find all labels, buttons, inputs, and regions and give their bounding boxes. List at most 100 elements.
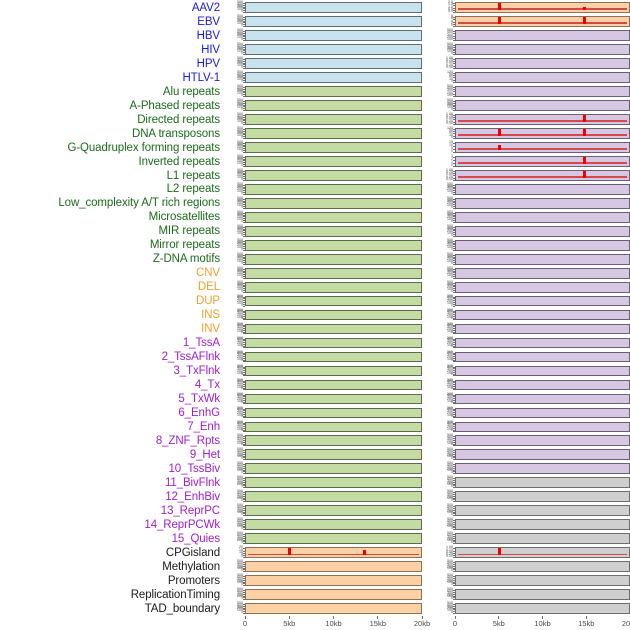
y-tick-mark — [243, 315, 245, 317]
track-label-column: AAV2 EBV HBV HIV HPV HTLV-1 Alu repeats A-Phase… — [0, 0, 222, 616]
y-tick-mark — [243, 296, 245, 298]
y-tick-mark — [243, 396, 245, 398]
y-tick-label: 1.00 — [446, 167, 453, 172]
y-tick-mark — [453, 471, 455, 473]
y-tick-mark — [453, 522, 455, 524]
y-tick-label: 300 — [237, 241, 243, 246]
y-tick-mark — [453, 35, 455, 37]
y-tick-mark — [243, 481, 245, 483]
track-baseline — [248, 553, 419, 556]
y-tick-label: 400 — [237, 337, 243, 342]
y-tick-mark — [453, 611, 455, 613]
y-tick-mark — [243, 466, 245, 468]
y-tick-mark — [453, 270, 455, 272]
track-right-a-phased-repeats — [455, 100, 630, 111]
y-tick-label: 300 — [237, 520, 243, 525]
y-tick-label: 300 — [447, 492, 453, 497]
y-tick-label: 500 — [237, 42, 243, 47]
y-tick-label: 200 — [237, 382, 243, 387]
y-tick-label: 500 — [237, 112, 243, 117]
y-tick-label: 300 — [237, 492, 243, 497]
y-tick-label: 300 — [237, 339, 243, 344]
y-tick-mark — [243, 529, 245, 531]
y-tick-label: 500 — [447, 489, 453, 494]
y-tick-mark — [453, 207, 455, 209]
y-tick-mark — [453, 595, 455, 597]
y-tick-mark — [453, 499, 455, 501]
y-tick-mark — [243, 371, 245, 373]
y-tick-label: 0 — [451, 316, 453, 321]
y-tick-mark — [243, 165, 245, 167]
y-tick-mark — [453, 453, 455, 455]
y-tick-label: 200 — [237, 424, 243, 429]
y-tick-label: 400 — [447, 602, 453, 607]
y-tick-mark — [243, 298, 245, 300]
y-tick-mark — [243, 230, 245, 232]
y-tick-label: 0 — [241, 358, 243, 363]
track-right-mirror-repeats — [455, 239, 630, 251]
track-baseline — [458, 176, 627, 178]
track-left-14-reprpcwk — [245, 519, 422, 531]
y-tick-mark — [453, 131, 455, 133]
y-tick-mark — [453, 298, 455, 300]
y-tick-mark — [243, 6, 245, 8]
y-tick-label: 0.00 — [446, 176, 453, 181]
y-tick-mark — [243, 370, 245, 372]
y-tick-mark — [243, 240, 245, 242]
track-left-aav2 — [245, 2, 422, 13]
y-tick-label: 200 — [447, 536, 453, 541]
y-tick-mark — [453, 230, 455, 232]
y-tick-mark — [243, 244, 245, 246]
y-tick-label: 0 — [451, 372, 453, 377]
y-tick-mark — [243, 385, 245, 387]
y-tick-mark — [453, 527, 455, 529]
y-tick-mark — [453, 497, 455, 499]
y-tick-label: 500 — [447, 335, 453, 340]
y-tick-mark — [243, 401, 245, 403]
track-left-hbv — [245, 30, 422, 41]
data-spike — [497, 3, 501, 10]
y-tick-mark — [453, 324, 455, 326]
y-tick-label: 500 — [447, 587, 453, 592]
y-tick-label: 0 — [241, 288, 243, 293]
y-tick-label: 1.00 — [446, 112, 453, 117]
y-tick-mark — [453, 200, 455, 202]
x-tick-label: 15kb — [369, 619, 386, 628]
y-tick-label: 100 — [447, 356, 453, 361]
track-label-dna-transposons: DNA transposons — [132, 127, 220, 140]
y-tick-label: 200 — [447, 522, 453, 527]
track-right-6-enhg — [455, 407, 630, 419]
track-label-inverted-repeats: Inverted repeats — [138, 155, 220, 168]
y-tick-mark — [453, 190, 455, 192]
y-tick-label: 400 — [447, 197, 453, 202]
y-tick-mark — [243, 274, 245, 276]
y-tick-mark — [453, 263, 455, 265]
y-tick-label: 300 — [237, 395, 243, 400]
y-tick-label: 200 — [447, 452, 453, 457]
y-tick-mark — [453, 73, 455, 75]
track-right-1-tssa — [455, 337, 630, 349]
y-tick-label: 1.5 — [448, 2, 453, 7]
y-tick-label: 0.50 — [446, 172, 453, 177]
y-tick-label: 100 — [237, 216, 243, 221]
y-tick-label: 400 — [237, 127, 243, 132]
y-tick-label: 300 — [237, 87, 243, 92]
y-tick-label: 200 — [447, 298, 453, 303]
y-tick-label: 200 — [237, 103, 243, 108]
y-tick-label: 100 — [237, 35, 243, 40]
y-tick-label: 300 — [447, 339, 453, 344]
y-tick-label: 400 — [237, 15, 243, 20]
data-spike — [583, 156, 587, 164]
y-tick-label: 500 — [237, 363, 243, 368]
y-tick-mark — [453, 554, 455, 556]
y-tick-label: 100 — [237, 566, 243, 571]
y-tick-label: 100 — [237, 328, 243, 333]
y-tick-mark — [453, 382, 455, 384]
y-tick-label: 0 — [451, 22, 453, 27]
y-tick-label: 0 — [451, 302, 453, 307]
y-tick-mark — [453, 466, 455, 468]
y-tick-mark — [453, 272, 455, 274]
track-label-5-txwk: 5_TxWk — [178, 393, 220, 406]
y-tick-mark — [453, 63, 455, 65]
